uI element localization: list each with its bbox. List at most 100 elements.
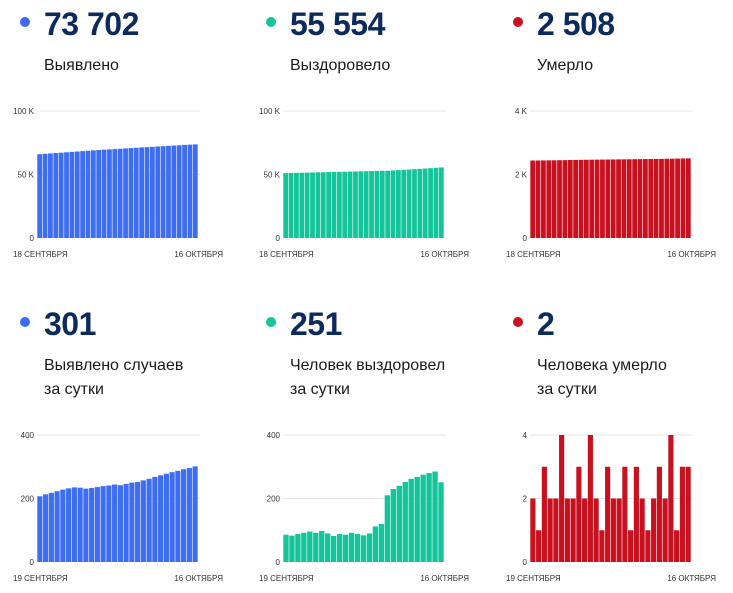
x-start-label: 19 СЕНТЯБРЯ (13, 574, 68, 583)
y-tick-label: 4 (523, 431, 528, 440)
bar (342, 171, 348, 238)
y-tick-label: 0 (276, 234, 281, 243)
bar (396, 485, 402, 562)
bar (60, 489, 66, 562)
bar (406, 169, 412, 238)
bar (139, 147, 145, 238)
bar (576, 466, 582, 562)
stat-label: Умерло (537, 54, 593, 78)
stat-value: 2 508 (537, 6, 615, 42)
bar (593, 498, 599, 562)
bar (283, 173, 289, 238)
chart-detected: 0 50 K 100 K 18 СЕНТЯБРЯ 16 ОКТЯБРЯ (13, 107, 223, 259)
bar (304, 172, 310, 238)
bar (187, 144, 193, 238)
stat-label: Выздоровело (290, 54, 390, 78)
bar (637, 159, 643, 238)
bar (402, 481, 408, 562)
bar (336, 534, 343, 562)
bar (600, 159, 605, 238)
bar (37, 496, 43, 562)
bar (363, 171, 369, 238)
bar (390, 170, 396, 238)
bar (360, 535, 367, 562)
bar (353, 171, 358, 238)
bar (83, 488, 89, 562)
bar (133, 147, 139, 238)
stat-label-line: Выздоровело (290, 57, 391, 74)
series-dot (266, 317, 276, 327)
bar (163, 473, 169, 562)
bar (319, 530, 325, 562)
bar (599, 530, 605, 562)
bar (192, 466, 198, 562)
y-tick-label: 0 (30, 234, 35, 243)
chart-daily-recovered: 0 200 400 19 СЕНТЯБРЯ 16 ОКТЯБРЯ (259, 431, 469, 583)
bar (310, 172, 315, 238)
bar (438, 482, 444, 562)
bar (648, 159, 654, 238)
bar (89, 488, 95, 562)
stat-label-line: Человек выздоровел (290, 357, 446, 374)
bar (144, 147, 150, 238)
bar (685, 158, 691, 238)
x-end-label: 16 ОКТЯБРЯ (667, 250, 716, 259)
bar (69, 151, 75, 238)
bar (385, 170, 391, 238)
bar (616, 159, 621, 238)
stat-label-line: Умерло (537, 57, 594, 74)
bar (374, 170, 380, 238)
bar (668, 435, 674, 562)
bar (674, 530, 680, 562)
bar (622, 466, 628, 562)
y-tick-label: 200 (21, 495, 35, 504)
bar (96, 149, 102, 238)
x-end-label: 16 ОКТЯБРЯ (667, 574, 716, 583)
bar (90, 150, 96, 238)
y-tick-label: 2 (523, 495, 528, 504)
bar (626, 159, 632, 238)
bar (74, 151, 80, 238)
bar (433, 167, 439, 238)
stat-label-line: Выявлено (44, 57, 119, 74)
y-tick-label: 0 (30, 558, 35, 567)
stat-label: Человека умерло за сутки (537, 354, 667, 402)
bar (295, 534, 301, 562)
bar (128, 148, 134, 238)
bar (152, 476, 158, 562)
bar (107, 149, 112, 238)
bar (662, 498, 668, 562)
bar (536, 530, 542, 562)
bar (632, 159, 638, 238)
bar (71, 487, 77, 562)
bar (348, 532, 355, 562)
stat-label: Выявлено (44, 54, 119, 78)
bar (547, 498, 553, 562)
bar (685, 466, 691, 562)
bar (379, 170, 385, 238)
bar (326, 172, 331, 238)
bar (422, 168, 428, 238)
stat-label-line: Человека умерло (537, 357, 667, 374)
bar (664, 158, 670, 238)
bar (175, 470, 181, 562)
bar (140, 480, 146, 562)
x-end-label: 16 ОКТЯБРЯ (420, 250, 469, 259)
x-start-label: 18 СЕНТЯБРЯ (506, 250, 561, 259)
bar (587, 435, 593, 562)
bar (77, 487, 83, 562)
bar (564, 498, 570, 562)
bar (426, 473, 432, 562)
y-tick-label: 50 K (18, 171, 35, 180)
bar (656, 466, 662, 562)
chart-recovered: 0 50 K 100 K 18 СЕНТЯБРЯ 16 ОКТЯБРЯ (259, 107, 469, 259)
bar (192, 144, 198, 238)
bar (289, 535, 295, 562)
x-end-label: 16 ОКТЯБРЯ (420, 574, 469, 583)
bar (150, 146, 155, 238)
bar (54, 491, 60, 562)
bar (546, 160, 552, 238)
bar (112, 484, 118, 562)
bar (37, 154, 43, 238)
stat-value: 2 (537, 306, 555, 342)
